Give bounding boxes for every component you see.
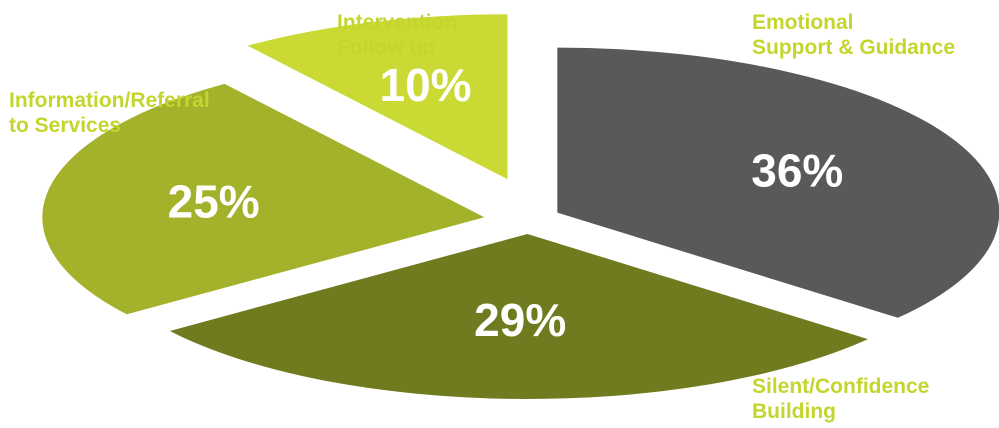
slice-value-label-information-referral: 25% <box>168 175 260 227</box>
slice-value-label-emotional-support: 36% <box>751 144 843 196</box>
pie-slice-silent-confidence <box>169 233 869 399</box>
category-label-silent-confidence: Silent/Confidence Building <box>752 375 930 423</box>
category-label-emotional-support: Emotional Support & Guidance <box>752 11 956 59</box>
category-label-information-referral: Information/Referral to Services <box>9 89 210 137</box>
pie-slice-information-referral <box>42 83 485 315</box>
pie-slice-emotional-support <box>557 47 999 318</box>
category-label-intervention-follow-up: Intervention Follow up <box>337 11 458 59</box>
slice-value-label-silent-confidence: 29% <box>474 294 566 346</box>
slice-value-label-intervention-follow-up: 10% <box>380 59 472 111</box>
pie-slice-intervention-follow-up <box>247 14 508 180</box>
